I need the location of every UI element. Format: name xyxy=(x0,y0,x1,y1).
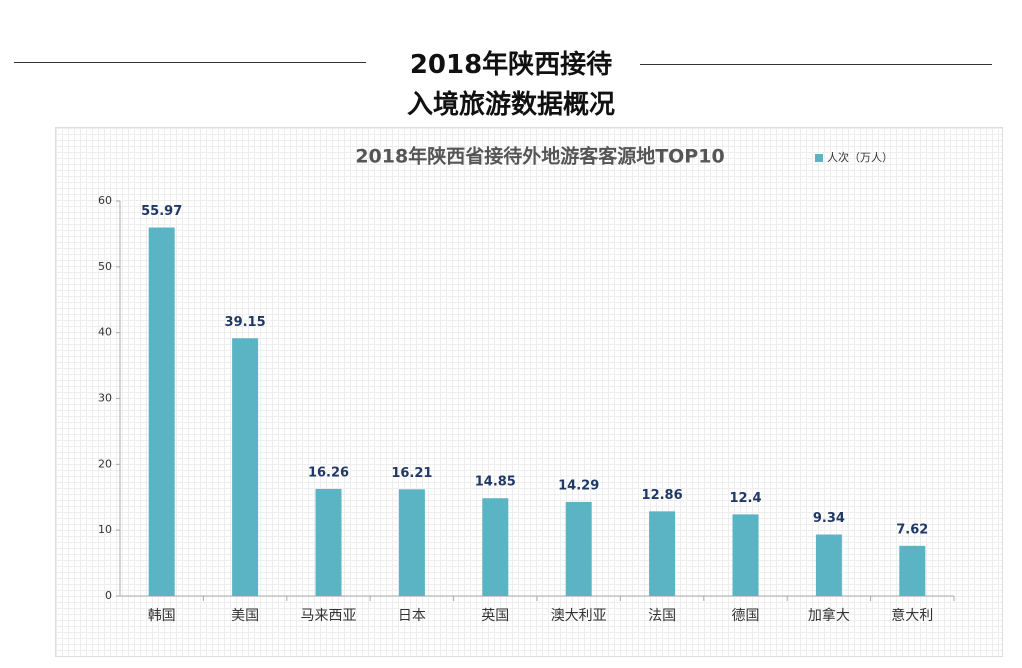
bar xyxy=(315,488,342,596)
bar xyxy=(732,514,759,596)
x-tick-label: 美国 xyxy=(231,608,259,624)
page-title: 2018年陕西接待 xyxy=(409,50,613,80)
x-tick-label: 加拿大 xyxy=(808,607,850,624)
y-tick-label: 0 xyxy=(105,589,112,602)
y-tick-label: 30 xyxy=(98,392,112,405)
bar xyxy=(148,227,175,597)
divider xyxy=(640,64,992,65)
x-tick-label: 德国 xyxy=(732,608,760,624)
divider xyxy=(14,62,366,63)
x-tick-label: 法国 xyxy=(648,608,676,624)
value-label: 7.62 xyxy=(896,522,928,537)
page-subtitle: 入境旅游数据概况 xyxy=(406,90,615,120)
y-tick-label: 40 xyxy=(98,326,112,339)
value-label: 14.29 xyxy=(558,478,599,493)
value-label: 12.86 xyxy=(642,488,683,503)
chart-area xyxy=(55,127,1003,657)
value-label: 14.85 xyxy=(475,475,516,490)
value-label: 9.34 xyxy=(813,511,845,526)
y-tick-label: 50 xyxy=(98,260,112,273)
bar xyxy=(482,498,509,596)
y-tick-label: 10 xyxy=(98,523,112,536)
y-tick-label: 20 xyxy=(98,457,112,470)
bar xyxy=(899,545,926,596)
value-label: 39.15 xyxy=(225,315,266,330)
x-tick-label: 韩国 xyxy=(148,608,176,624)
x-tick-label: 日本 xyxy=(398,608,426,624)
x-tick-label: 马来西亚 xyxy=(301,608,357,624)
bar xyxy=(565,501,592,596)
legend-label: 人次（万人） xyxy=(827,150,893,164)
chart-title: 2018年陕西省接待外地游客客源地TOP10 xyxy=(355,145,724,168)
value-label: 12.4 xyxy=(729,491,761,506)
value-label: 16.21 xyxy=(391,466,432,481)
x-tick-label: 澳大利亚 xyxy=(551,608,607,624)
bar xyxy=(815,534,842,596)
value-label: 55.97 xyxy=(141,204,182,219)
y-tick-label: 60 xyxy=(98,194,112,207)
x-tick-label: 意大利 xyxy=(891,607,933,624)
legend-swatch xyxy=(815,154,823,162)
value-label: 16.26 xyxy=(308,465,349,480)
bar xyxy=(398,489,425,596)
x-tick-label: 英国 xyxy=(481,607,509,624)
bar xyxy=(232,338,259,596)
bar xyxy=(649,511,676,596)
